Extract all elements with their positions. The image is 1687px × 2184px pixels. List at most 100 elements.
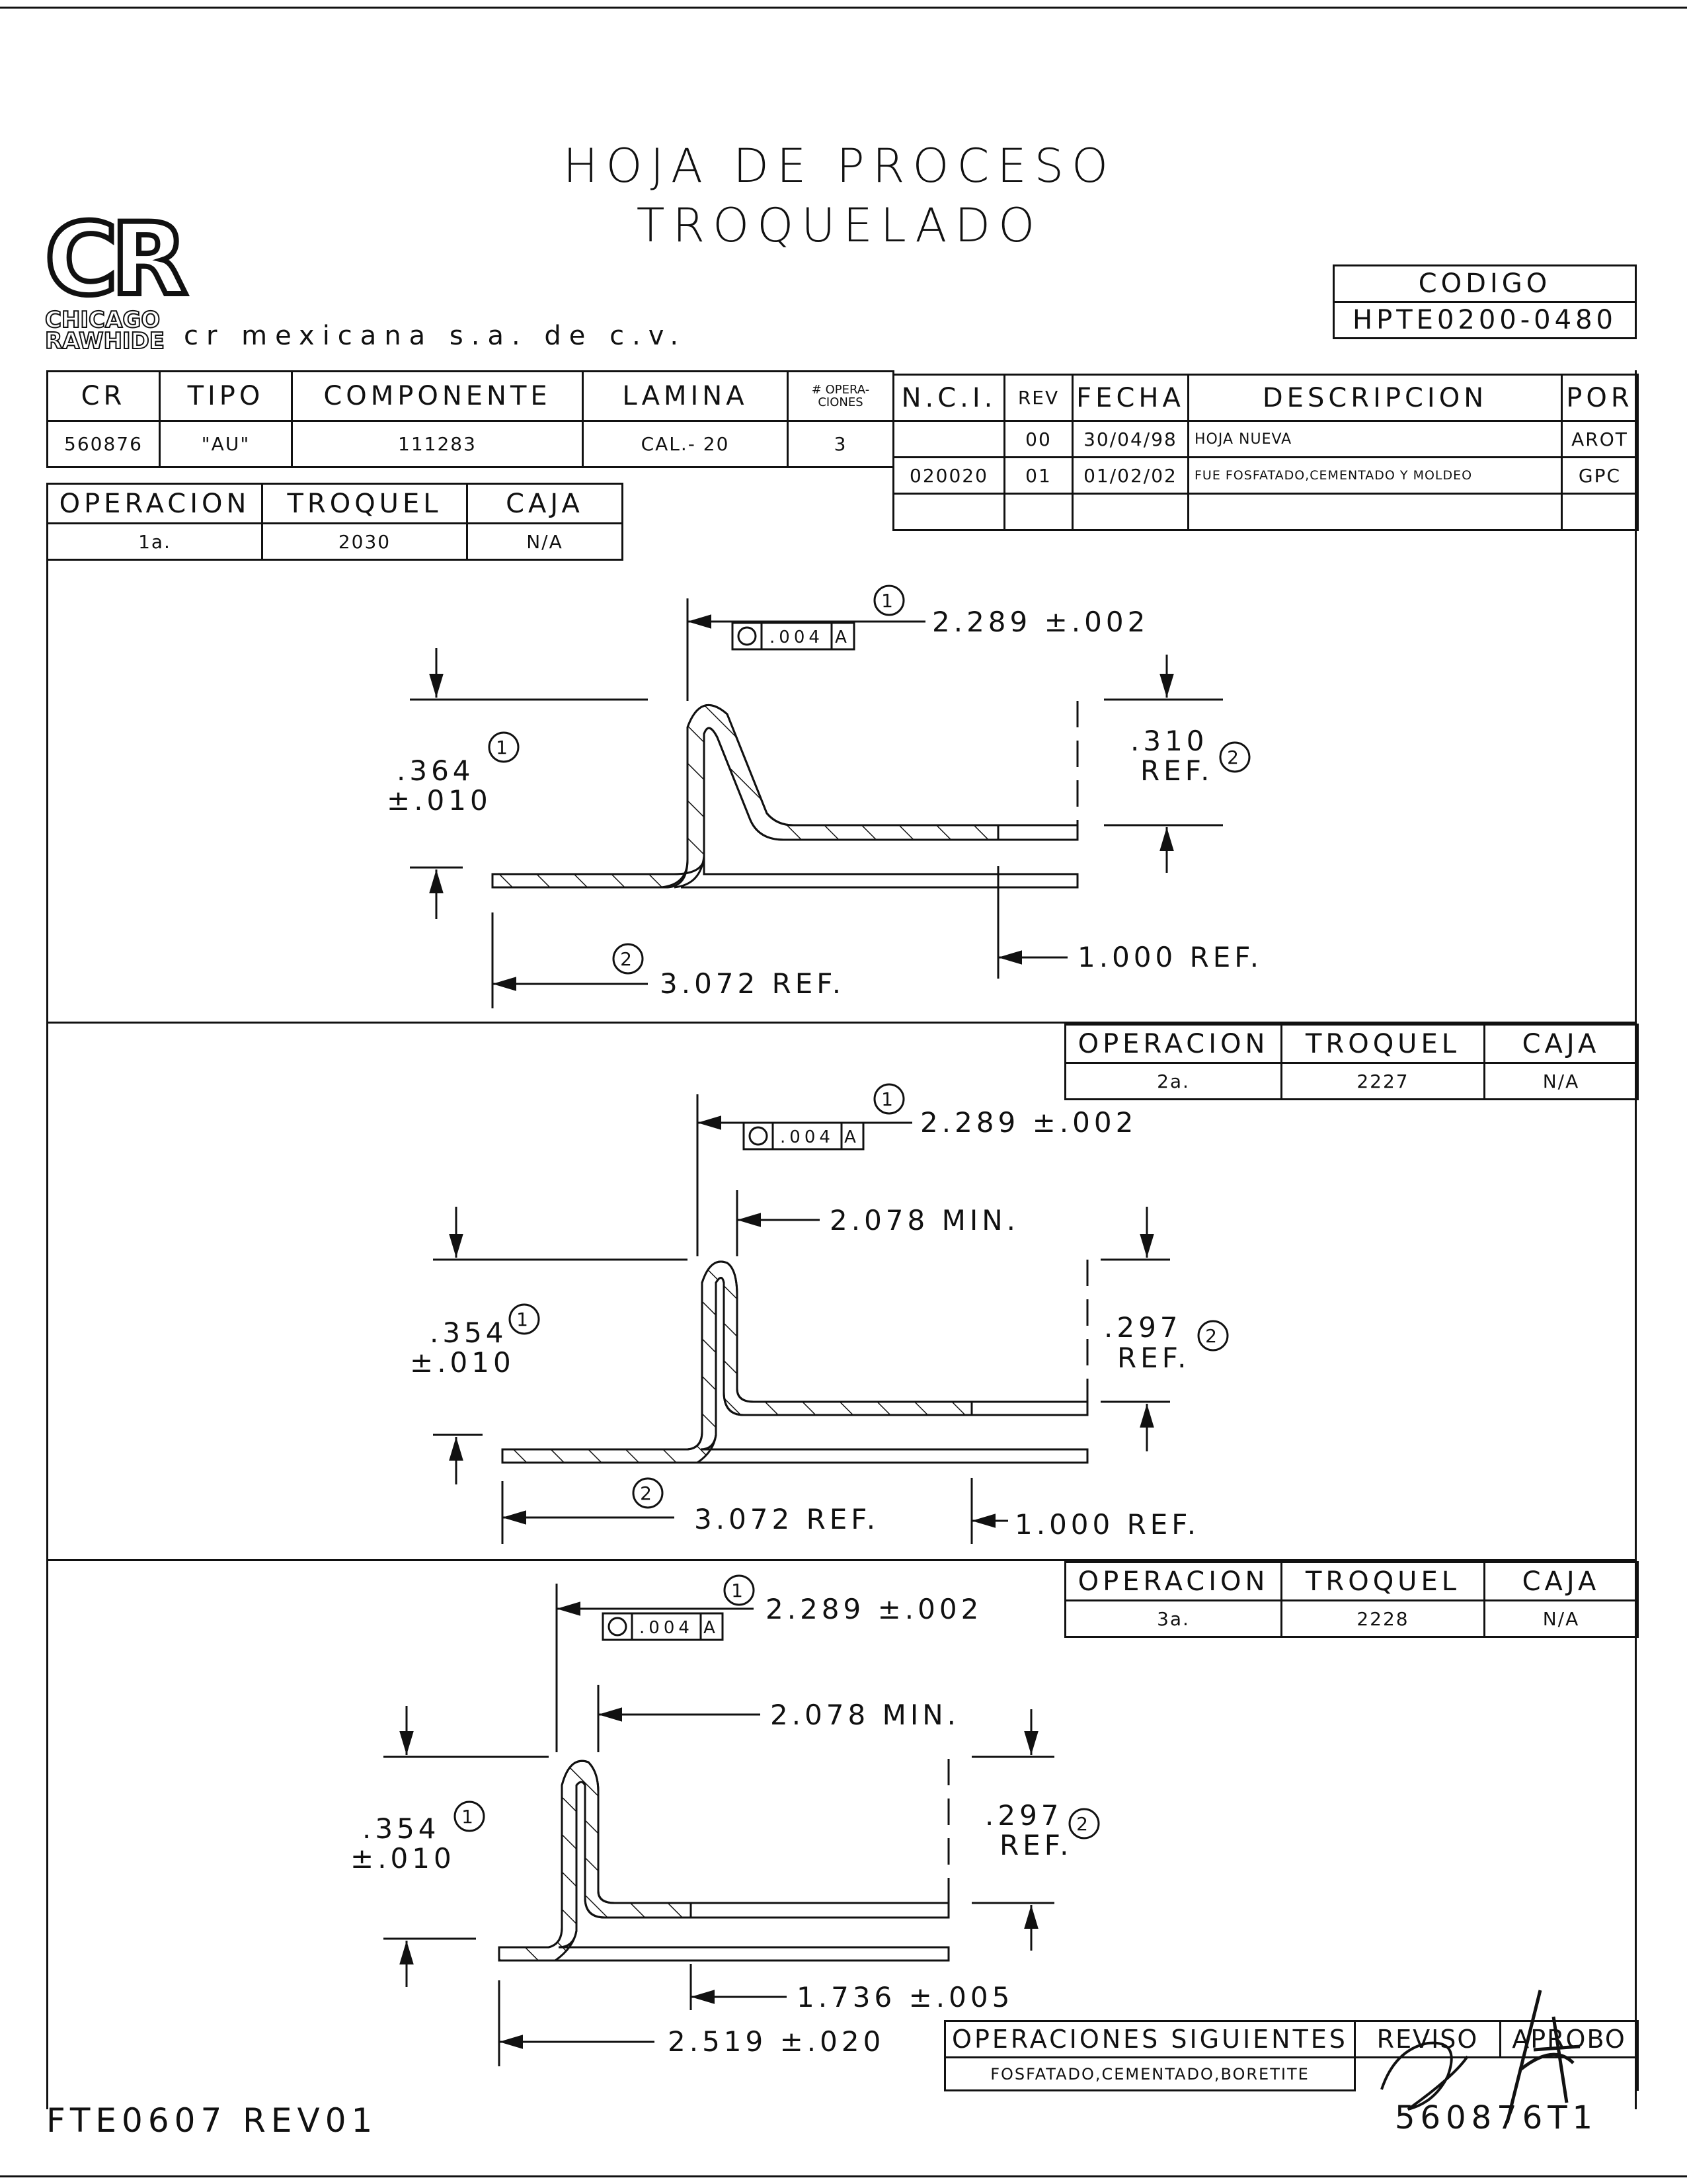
op2-height-balloon: 1 xyxy=(516,1309,532,1330)
section-divider-2 xyxy=(46,1559,1637,1561)
op3-drawing xyxy=(383,1574,1100,2066)
operaciones-line1: # OPERA- xyxy=(811,383,870,397)
operaciones-line2: CIONES xyxy=(818,395,863,409)
op2-fcf-datum: A xyxy=(844,1127,860,1147)
op-header-operacion: OPERACION xyxy=(1064,1561,1282,1601)
op-value-operacion: 3a. xyxy=(1064,1599,1282,1638)
op-header-troquel: TROQUEL xyxy=(1280,1024,1485,1064)
aprobo-signature xyxy=(1505,1990,1581,2123)
reviso-signature xyxy=(1380,2041,1469,2111)
drawing-frame-left xyxy=(46,483,48,2109)
codigo-box: CODIGO HPTE0200-0480 xyxy=(1333,264,1637,339)
operation-box-1: OPERACION TROQUEL CAJA 1a. 2030 N/A xyxy=(46,483,623,561)
logo-line1: CHICAGO xyxy=(44,307,161,333)
op1-len-ref: 3.072 REF. xyxy=(660,967,845,1000)
op1-end-ref: 1.000 REF. xyxy=(1078,941,1263,973)
op2-ref-label: REF. xyxy=(1117,1342,1190,1374)
op-header-troquel: TROQUEL xyxy=(1280,1561,1485,1601)
cell-nci xyxy=(892,420,1005,458)
cell-empty xyxy=(892,493,1005,531)
op2-len-ref: 3.072 REF. xyxy=(694,1503,879,1535)
op1-ref-balloon: 2 xyxy=(1227,747,1243,768)
col-header-por: POR xyxy=(1561,374,1639,422)
op-value-troquel: 2228 xyxy=(1280,1599,1485,1638)
frame-top xyxy=(0,7,1687,9)
footer-block: OPERACIONES SIGUIENTES REVISO APROBO FOS… xyxy=(944,2020,1639,2091)
drawing-frame-right xyxy=(1635,370,1637,2109)
op3-labels: 1 .004 A 2.289 ±.002 2.078 MIN. .354 ±.0… xyxy=(350,1580,1092,2058)
op1-labels: 1 .004 A 2.289 ±.002 .364 ±.010 1 .310 R… xyxy=(387,590,1263,1000)
cell-rev: 00 xyxy=(1003,420,1074,458)
op2-height-val: .354 xyxy=(430,1316,508,1349)
op3-part-fill xyxy=(498,1759,692,1962)
op1-height-val: .364 xyxy=(397,754,475,787)
cell-componente: 111283 xyxy=(291,420,584,468)
operation-box-2: OPERACION TROQUEL CAJA 2a. 2227 N/A xyxy=(1064,1024,1639,1100)
aprobo-label: APROBO xyxy=(1499,2020,1639,2058)
cell-por: AROT xyxy=(1561,420,1639,458)
logo-initials: CR xyxy=(42,202,190,317)
cell-empty xyxy=(1187,493,1563,531)
col-header-lamina: LAMINA xyxy=(582,370,789,422)
table-row xyxy=(892,493,1639,531)
op1-height-balloon: 1 xyxy=(496,737,512,758)
signatures xyxy=(1380,1990,1581,2123)
op2-end-ref: 1.000 REF. xyxy=(1015,1508,1200,1541)
op-value-operacion: 2a. xyxy=(1064,1062,1282,1100)
op3-flat-tol: 1.736 ±.005 xyxy=(797,1981,1013,2013)
company-name: cr mexicana s.a. de c.v. xyxy=(184,321,687,351)
cell-descripcion: HOJA NUEVA xyxy=(1187,420,1563,458)
page-title-line2: TROQUELADO xyxy=(636,198,1043,253)
cell-empty xyxy=(1561,493,1639,531)
op1-ref-val: .310 xyxy=(1130,725,1208,757)
op3-min: 2.078 MIN. xyxy=(770,1699,960,1731)
op1-ref-label: REF. xyxy=(1140,754,1213,787)
op3-tol-flat: 2.289 ±.002 xyxy=(765,1593,982,1625)
op3-height-tol: ±.010 xyxy=(350,1842,455,1875)
logo-line2: RAWHIDE xyxy=(44,328,165,354)
part-table: CR TIPO COMPONENTE LAMINA # OPERA- CIONES… xyxy=(46,370,894,468)
reviso-label: REVISO xyxy=(1354,2020,1501,2058)
col-header-descripcion: DESCRIPCION xyxy=(1187,374,1563,422)
table-row: 00 30/04/98 HOJA NUEVA AROT xyxy=(892,420,1639,458)
op3-ref-val: .297 xyxy=(985,1799,1063,1832)
op-header-caja: CAJA xyxy=(1483,1024,1639,1064)
codigo-value: HPTE0200-0480 xyxy=(1333,301,1637,339)
cell-cr: 560876 xyxy=(46,420,161,468)
op3-height-balloon: 1 xyxy=(461,1806,477,1828)
op3-ref-label: REF. xyxy=(1000,1829,1072,1861)
op2-tol-flat: 2.289 ±.002 xyxy=(920,1106,1137,1139)
drawing-number: 560876T1 xyxy=(1395,2099,1598,2136)
op2-height-tol: ±.010 xyxy=(410,1346,515,1379)
op-value-operacion: 1a. xyxy=(46,522,263,561)
op-value-troquel: 2227 xyxy=(1280,1062,1485,1100)
col-header-operaciones: # OPERA- CIONES xyxy=(787,370,894,422)
op3-fcf-datum: A xyxy=(703,1618,719,1638)
op1-part-fill xyxy=(491,704,1000,889)
op2-balloon-a: 1 xyxy=(881,1088,897,1110)
cell-por: GPC xyxy=(1561,456,1639,495)
col-header-rev: REV xyxy=(1003,374,1074,422)
op2-labels: 1 .004 A 2.289 ±.002 2.078 MIN. .354 ±.0… xyxy=(410,1088,1221,1541)
cell-empty xyxy=(1003,493,1074,531)
cell-fecha: 01/02/02 xyxy=(1072,456,1189,495)
op2-ref-balloon: 2 xyxy=(1205,1325,1221,1347)
cell-operaciones: 3 xyxy=(787,420,894,468)
op3-len-tol: 2.519 ±.020 xyxy=(668,2025,884,2058)
op1-height-tol: ±.010 xyxy=(387,784,492,817)
revision-table: N.C.I. REV FECHA DESCRIPCION POR 00 30/0… xyxy=(892,374,1639,531)
op3-fcf-value: .004 xyxy=(639,1618,693,1638)
op3-ref-balloon: 2 xyxy=(1076,1813,1092,1835)
op1-len-balloon: 2 xyxy=(620,948,636,970)
op1-fcf-value: .004 xyxy=(769,627,824,647)
col-header-nci: N.C.I. xyxy=(892,374,1005,422)
reviso-signature-cell xyxy=(1354,2056,1501,2091)
cell-lamina: CAL.- 20 xyxy=(582,420,789,468)
op1-drawing xyxy=(410,585,1251,1008)
next-ops-label: OPERACIONES SIGUIENTES xyxy=(944,2020,1356,2058)
op-value-caja: N/A xyxy=(1483,1062,1639,1100)
op3-height-val: .354 xyxy=(362,1812,440,1845)
op2-ref-val: .297 xyxy=(1104,1311,1182,1344)
op2-min: 2.078 MIN. xyxy=(830,1204,1019,1236)
